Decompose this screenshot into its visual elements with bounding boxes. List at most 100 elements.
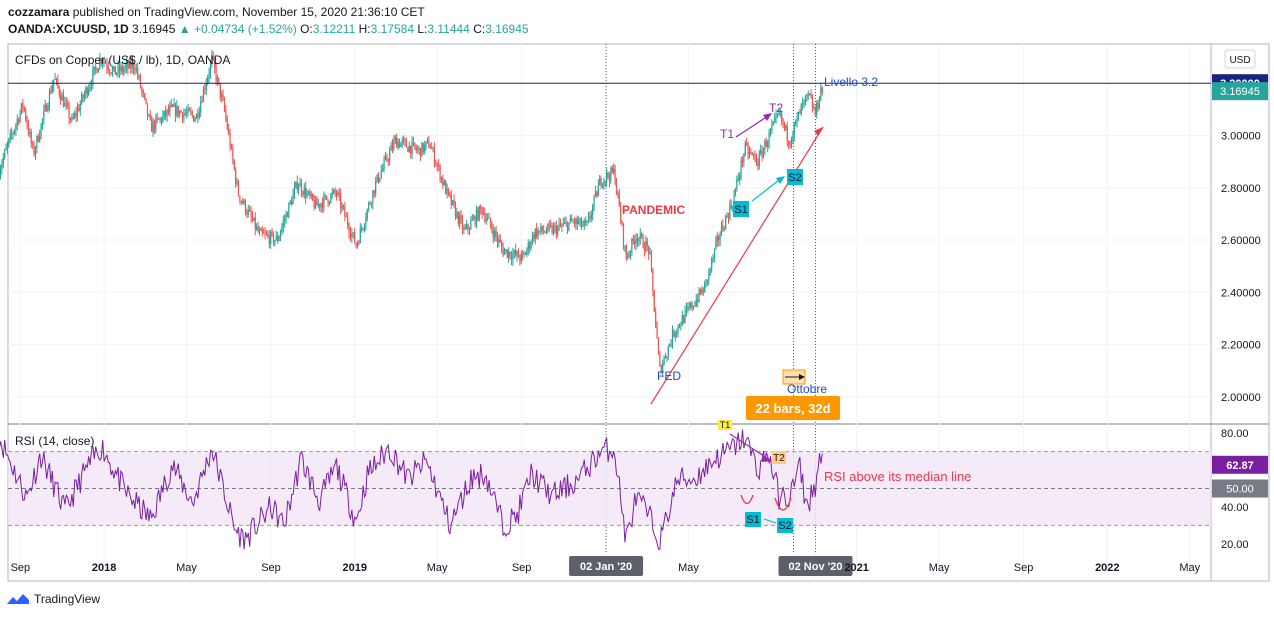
candle-body bbox=[603, 180, 605, 186]
candle-body bbox=[369, 203, 371, 205]
candle-body bbox=[762, 149, 765, 157]
candle-body bbox=[662, 363, 664, 373]
candle-body bbox=[572, 221, 574, 223]
candle-body bbox=[22, 103, 24, 107]
candle-body bbox=[83, 94, 86, 99]
candle-body bbox=[71, 117, 73, 121]
candle-body bbox=[631, 238, 633, 252]
author-name[interactable]: cozzamara bbox=[8, 5, 70, 19]
candle-body bbox=[5, 147, 7, 151]
candle-body bbox=[519, 257, 521, 261]
candle-body bbox=[676, 331, 678, 334]
candle-body bbox=[169, 106, 171, 113]
fed-label: FED bbox=[657, 369, 681, 383]
candle-body bbox=[387, 160, 389, 162]
candle-body bbox=[12, 133, 14, 135]
rsi-t1-label: T1 bbox=[720, 420, 731, 430]
candle-body bbox=[345, 216, 347, 218]
candle-body bbox=[278, 237, 280, 242]
low-value: 3.11444 bbox=[427, 22, 470, 36]
candle-body bbox=[650, 252, 653, 270]
candle-body bbox=[309, 191, 311, 196]
candle-body bbox=[320, 203, 322, 208]
candle-body bbox=[240, 200, 242, 202]
last-price: 3.16945 bbox=[132, 22, 176, 36]
high-label: H: bbox=[358, 22, 371, 36]
candle-body bbox=[326, 195, 328, 200]
candle-body bbox=[225, 109, 227, 119]
candle-body bbox=[743, 154, 745, 163]
candle-body bbox=[503, 250, 506, 255]
candle-body bbox=[480, 206, 482, 209]
candle-body bbox=[663, 357, 665, 364]
candle-body bbox=[79, 103, 81, 111]
candle-body bbox=[284, 219, 286, 222]
candle-body bbox=[384, 156, 387, 160]
candle-body bbox=[692, 306, 695, 309]
candle-body bbox=[180, 111, 182, 113]
candle-body bbox=[379, 178, 381, 182]
candle-body bbox=[718, 236, 720, 240]
candle-body bbox=[50, 91, 52, 93]
candle-body bbox=[110, 72, 112, 74]
candle-body bbox=[716, 236, 718, 242]
candle-body bbox=[688, 307, 690, 309]
candle-body bbox=[123, 69, 125, 72]
tradingview-logo-icon[interactable] bbox=[6, 592, 30, 606]
chart-canvas[interactable]: 2.00000 2.20000 2.40000 2.60000 2.80000 3.000… bbox=[0, 0, 1274, 590]
price-tick-label: 2.40000 bbox=[1221, 287, 1261, 299]
candle-body bbox=[292, 193, 294, 205]
candle-body bbox=[76, 108, 79, 116]
candle-body bbox=[586, 221, 588, 223]
candle-body bbox=[32, 143, 34, 145]
candle-body bbox=[712, 257, 714, 259]
candle-body bbox=[555, 225, 557, 235]
candle-body bbox=[401, 140, 403, 143]
candle-body bbox=[433, 148, 436, 164]
candle-body bbox=[131, 62, 133, 69]
candle-body bbox=[13, 129, 16, 134]
candle-body bbox=[306, 193, 308, 198]
candle-body bbox=[187, 108, 189, 113]
candle-body bbox=[166, 109, 168, 117]
candle-body bbox=[257, 226, 259, 232]
candle-body bbox=[40, 123, 42, 137]
range-badge-label: 22 bars, 32d bbox=[755, 401, 830, 416]
candle-body bbox=[656, 326, 658, 339]
candle-body bbox=[466, 224, 468, 229]
candle-body bbox=[293, 187, 296, 194]
candle-body bbox=[391, 145, 394, 149]
candle-body bbox=[296, 181, 298, 190]
candle-body bbox=[216, 77, 219, 81]
brand-name[interactable]: TradingView bbox=[34, 592, 101, 606]
candle-body bbox=[25, 109, 27, 120]
candle-body bbox=[27, 125, 30, 134]
candle-body bbox=[373, 190, 375, 194]
candle-body bbox=[457, 211, 459, 224]
candle-body bbox=[377, 174, 380, 182]
candle-body bbox=[558, 223, 560, 228]
candle-body bbox=[410, 145, 412, 154]
candle-body bbox=[659, 353, 661, 366]
candle-body bbox=[678, 324, 681, 327]
candle-body bbox=[821, 87, 823, 93]
candle-body bbox=[156, 117, 158, 119]
trend-arrowhead bbox=[814, 127, 823, 136]
candle-body bbox=[477, 209, 479, 221]
candle-body bbox=[317, 203, 319, 206]
candle-body bbox=[197, 114, 199, 118]
candle-body bbox=[1, 164, 3, 170]
candle-body bbox=[103, 61, 105, 63]
candle-body bbox=[411, 141, 413, 154]
candle-body bbox=[342, 205, 345, 207]
candle-body bbox=[368, 203, 370, 210]
candle-body bbox=[538, 230, 541, 232]
candle-body bbox=[628, 253, 630, 258]
rsi-s2-curve bbox=[774, 497, 792, 511]
candle-body bbox=[141, 87, 143, 91]
candle-body bbox=[795, 121, 797, 124]
candle-body bbox=[737, 178, 739, 180]
candle-body bbox=[165, 110, 167, 117]
candle-body bbox=[146, 103, 149, 116]
candle-body bbox=[198, 111, 200, 118]
